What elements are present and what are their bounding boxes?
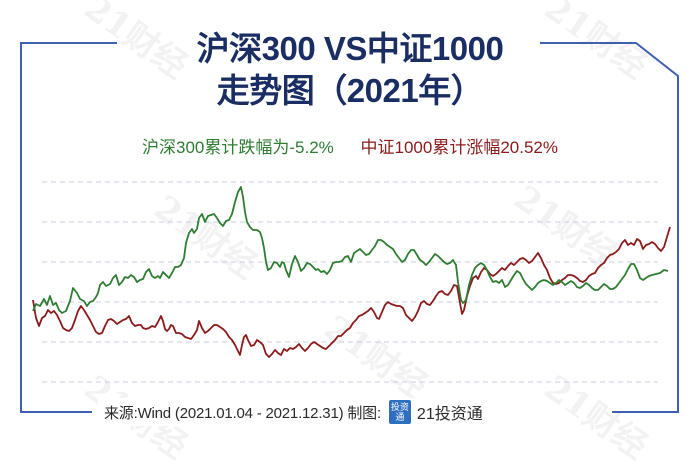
brand-logo-icon: 投资通: [388, 400, 411, 424]
series-csi300-line: [32, 186, 669, 314]
legend-csi1000: 中证1000累计涨幅20.52%: [360, 138, 558, 157]
chart-title-line2: 走势图（2021年）: [216, 72, 484, 109]
source-text: 来源:Wind (2021.01.04 - 2021.12.31) 制图:: [104, 404, 381, 422]
brand-name: 21投资通: [416, 406, 483, 423]
chart-title-line1: 沪深300 VS中证1000: [196, 30, 504, 67]
footer: 来源:Wind (2021.01.04 - 2021.12.31) 制图: 投资…: [98, 398, 489, 426]
series-csi1000-line: [32, 226, 671, 358]
line-chart: [32, 181, 671, 383]
gridlines: [42, 181, 658, 383]
legend: 沪深300累计跌幅为-5.2% 中证1000累计涨幅20.52%: [0, 133, 700, 158]
legend-csi300: 沪深300累计跌幅为-5.2%: [142, 138, 334, 157]
chart-frame: [20, 42, 679, 413]
